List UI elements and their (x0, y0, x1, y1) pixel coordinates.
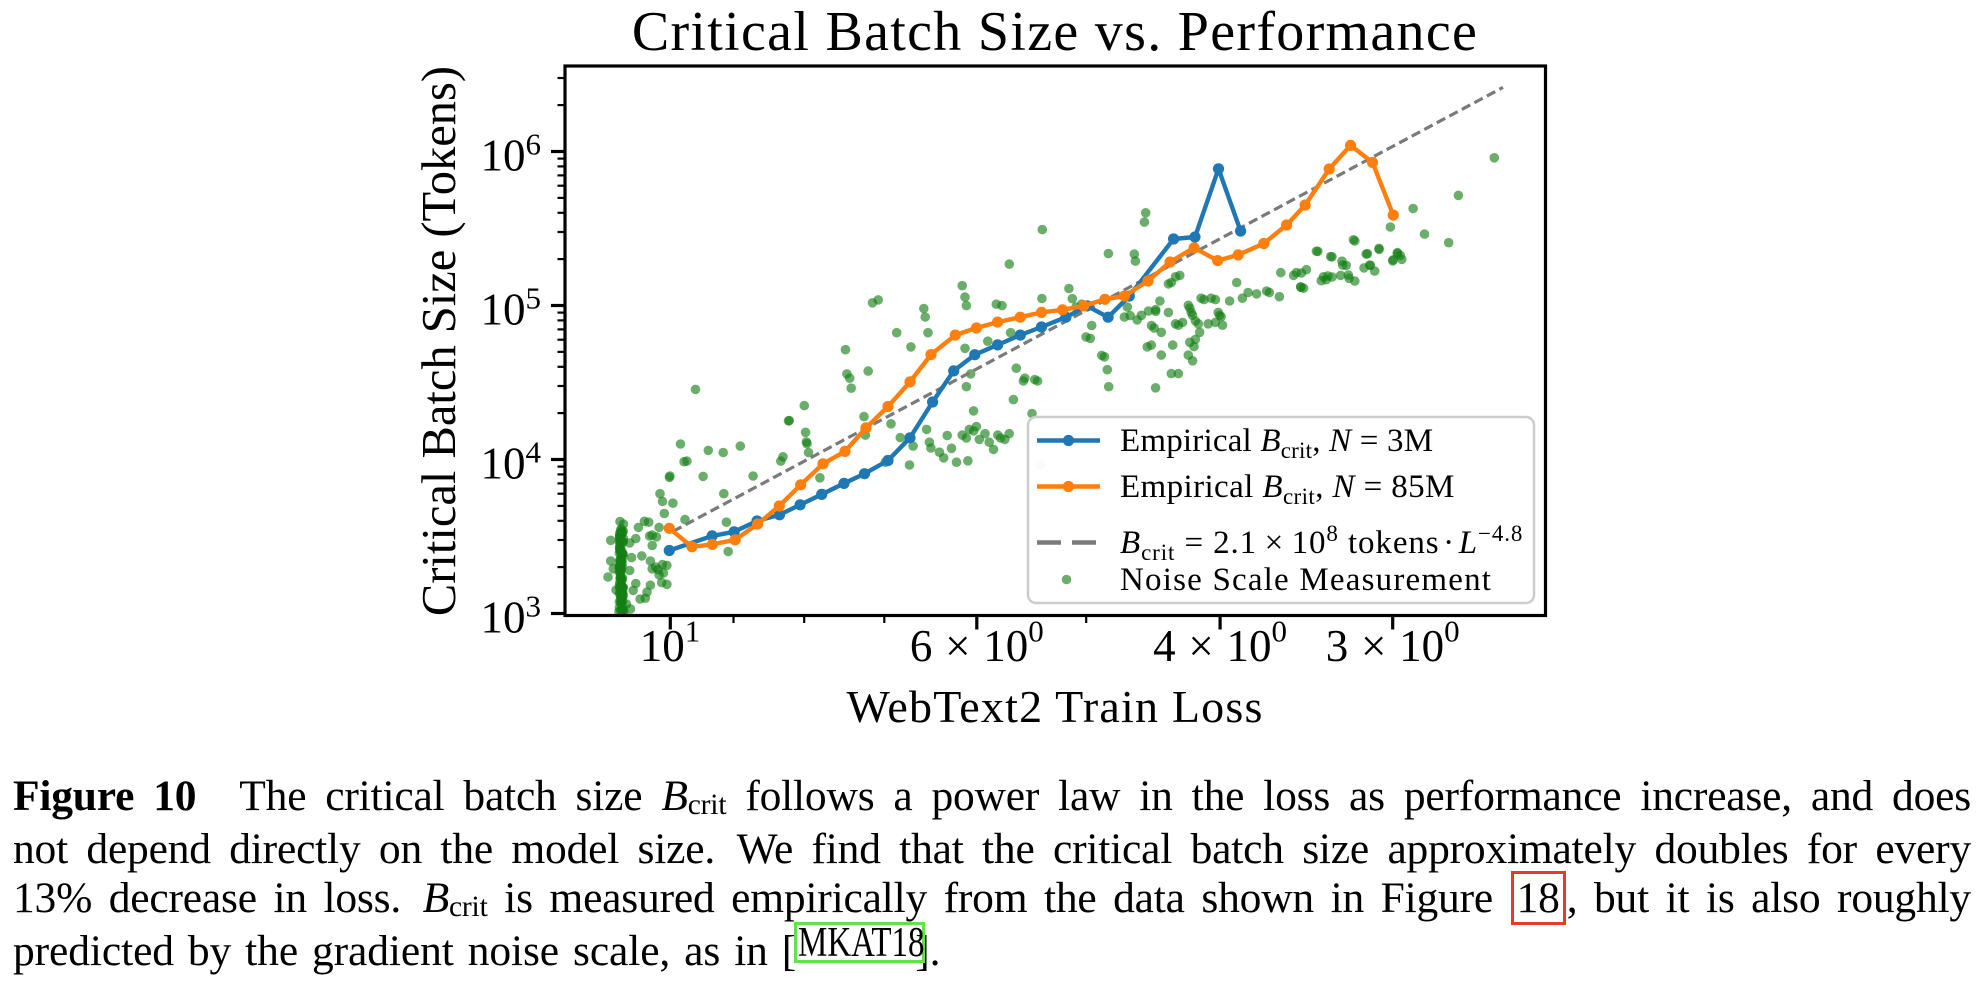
svg-text:Empirical Bcrit, N = 85M: Empirical Bcrit, N = 85M (1120, 469, 1455, 509)
svg-text:Empirical Bcrit, N = 3M: Empirical Bcrit, N = 3M (1120, 423, 1433, 463)
svg-text:101: 101 (640, 614, 701, 672)
svg-text:4 × 100: 4 × 100 (1153, 614, 1287, 672)
svg-text:3 × 100: 3 × 100 (1326, 614, 1460, 672)
svg-text:Critical Batch Size vs. Perfor: Critical Batch Size vs. Performance (632, 1, 1478, 63)
svg-text:104: 104 (481, 435, 542, 489)
svg-text:103: 103 (481, 589, 542, 643)
svg-text:106: 106 (481, 127, 542, 181)
svg-text:WebText2 Train Loss: WebText2 Train Loss (846, 681, 1263, 732)
svg-text:105: 105 (481, 281, 542, 335)
svg-text:Bcrit = 2.1 × 108 tokens · L−4: Bcrit = 2.1 × 108 tokens · L−4.8 (1120, 521, 1523, 565)
svg-text:Noise Scale Measurement: Noise Scale Measurement (1120, 562, 1492, 598)
svg-text:Critical Batch Size (Tokens): Critical Batch Size (Tokens) (413, 66, 466, 616)
svg-text:6 × 100: 6 × 100 (910, 614, 1044, 672)
